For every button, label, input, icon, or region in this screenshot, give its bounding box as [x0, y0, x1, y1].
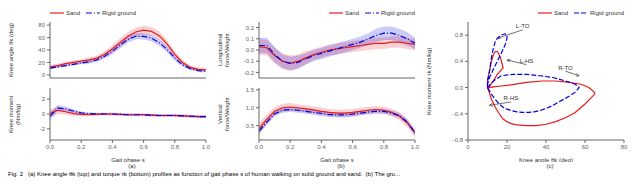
- html-text:Rigid ground: Rigid ground: [102, 10, 136, 16]
- svg-text:0.0: 0.0: [46, 144, 55, 150]
- svg-text:L-HS: L-HS: [520, 58, 534, 64]
- svg-text:0.2: 0.2: [77, 144, 86, 150]
- html-text:Rigid ground: Rigid ground: [590, 10, 624, 16]
- svg-text:0.0: 0.0: [455, 85, 464, 91]
- svg-text:L-TO: L-TO: [516, 23, 530, 29]
- svg-text:0: 0: [42, 111, 46, 117]
- svg-text:-0.2: -0.2: [244, 70, 255, 76]
- html-text:Sand: Sand: [66, 10, 80, 16]
- svg-text:80: 80: [621, 144, 628, 150]
- svg-text:-0.1: -0.1: [244, 58, 255, 64]
- svg-text:0.4: 0.4: [317, 144, 326, 150]
- svg-text:0.8: 0.8: [380, 144, 389, 150]
- svg-text:Gait phase s: Gait phase s: [320, 157, 354, 162]
- html-text:Knee moment (Nm/kg): Knee moment (Nm/kg): [8, 95, 21, 133]
- svg-text:Knee angle θk (deg): Knee angle θk (deg): [519, 157, 573, 162]
- svg-text:Gait phase s: Gait phase s: [111, 157, 145, 162]
- html-text:Fig. 2 (a) Knee angle θk (top): Fig. 2 (a) Knee angle θk (top) and torqu…: [8, 171, 401, 177]
- svg-text:20: 20: [504, 144, 511, 150]
- html-text:(b): (b): [337, 163, 345, 169]
- html-text:Rigid ground: Rigid ground: [381, 10, 415, 16]
- svg-text:0.1: 0.1: [246, 36, 255, 42]
- svg-text:60: 60: [38, 35, 45, 41]
- svg-text:1.5: 1.5: [246, 87, 255, 93]
- svg-text:40: 40: [543, 144, 550, 150]
- svg-text:1.0: 1.0: [246, 105, 255, 111]
- svg-text:0.2: 0.2: [246, 25, 255, 31]
- html-text:Vertical force/Weight: Vertical force/Weight: [217, 97, 230, 131]
- svg-text:0.6: 0.6: [348, 144, 357, 150]
- svg-text:0: 0: [42, 72, 46, 78]
- html-text:Sand: Sand: [345, 10, 359, 16]
- svg-text:60: 60: [582, 144, 589, 150]
- svg-text:0: 0: [466, 144, 470, 150]
- svg-text:R-TO: R-TO: [558, 65, 573, 71]
- svg-text:2: 2: [42, 96, 46, 102]
- svg-text:80: 80: [38, 22, 45, 28]
- svg-text:0.4: 0.4: [455, 58, 464, 64]
- svg-text:-0.8: -0.8: [453, 137, 464, 143]
- svg-text:1.0: 1.0: [411, 144, 420, 150]
- html-text:Knee angle θk (deg): Knee angle θk (deg): [8, 23, 14, 77]
- svg-text:20: 20: [38, 60, 45, 66]
- svg-text:0.8: 0.8: [455, 32, 464, 38]
- svg-text:0.0: 0.0: [246, 47, 255, 53]
- svg-text:-2: -2: [40, 126, 46, 132]
- svg-text:R-HS: R-HS: [504, 95, 519, 101]
- svg-text:0.6: 0.6: [139, 144, 148, 150]
- svg-text:-0.4: -0.4: [453, 111, 464, 117]
- html-text:Sand: Sand: [554, 10, 568, 16]
- svg-text:0.2: 0.2: [286, 144, 295, 150]
- svg-text:0.8: 0.8: [171, 144, 180, 150]
- svg-text:1.0: 1.0: [202, 144, 211, 150]
- html-text:(a): (a): [128, 163, 136, 169]
- html-text:Knee moment τk (Nm/kg): Knee moment τk (Nm/kg): [426, 47, 432, 115]
- html-text:Longitudinal force/Weight: Longitudinal force/Weight: [217, 33, 230, 67]
- svg-text:0.5: 0.5: [246, 123, 255, 129]
- svg-text:0.4: 0.4: [108, 144, 117, 150]
- svg-text:0.0: 0.0: [255, 144, 264, 150]
- html-text:(c): (c): [546, 163, 554, 169]
- svg-text:40: 40: [38, 47, 45, 53]
